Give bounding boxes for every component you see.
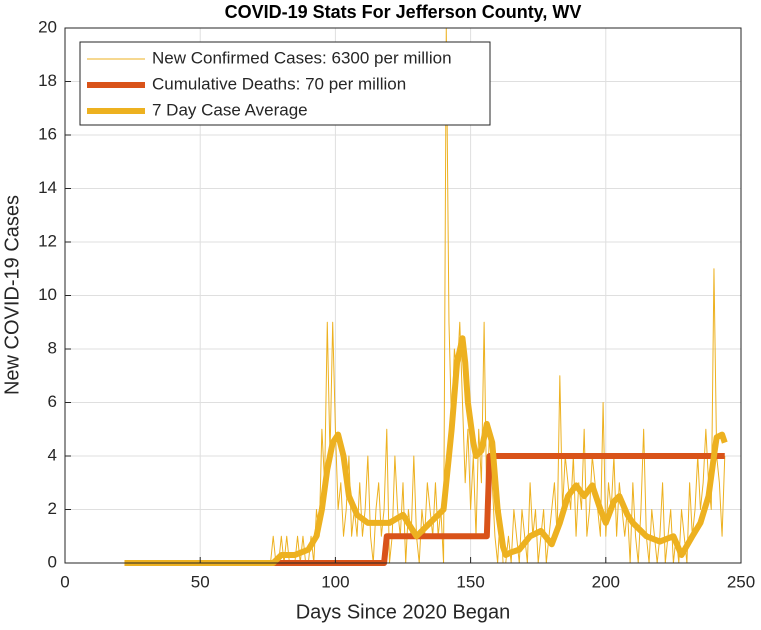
x-axis-label: Days Since 2020 Began — [296, 601, 511, 623]
y-tick-label: 16 — [38, 124, 57, 143]
x-tick-label: 150 — [456, 572, 484, 591]
axes-box — [64, 27, 742, 564]
y-tick-label: 12 — [38, 231, 57, 250]
legend-box — [79, 41, 491, 126]
y-tick-label: 6 — [48, 392, 57, 411]
x-tick-label: 100 — [321, 572, 349, 591]
y-tick-label: 14 — [38, 178, 57, 197]
y-tick-label: 2 — [48, 499, 57, 518]
y-tick-label: 20 — [38, 17, 57, 36]
legend: New Confirmed Cases: 6300 per million Cum… — [79, 41, 491, 126]
series-line — [124, 335, 728, 566]
y-tick-label: 10 — [38, 285, 57, 304]
x-tick-label: 0 — [60, 572, 69, 591]
y-tick-label: 4 — [48, 445, 57, 464]
x-tick-label: 200 — [592, 572, 620, 591]
y-tick-label: 0 — [48, 552, 57, 571]
y-axis-label: New COVID-19 Cases — [1, 195, 23, 395]
y-tick-label: 8 — [48, 338, 57, 357]
legend-label: 7 Day Case Average — [152, 100, 308, 119]
y-tick-label: 18 — [38, 71, 57, 90]
x-tick-label: 250 — [727, 572, 755, 591]
legend-label: Cumulative Deaths: 70 per million — [152, 74, 406, 93]
axes: 0 50 100 150 200 250 0 2 4 6 8 10 12 14 16 18 20 — [38, 17, 755, 591]
legend-label: New Confirmed Cases: 6300 per million — [152, 48, 452, 67]
x-tick-label: 50 — [191, 572, 210, 591]
chart-title: COVID-19 Stats For Jefferson County, WV — [225, 2, 582, 22]
